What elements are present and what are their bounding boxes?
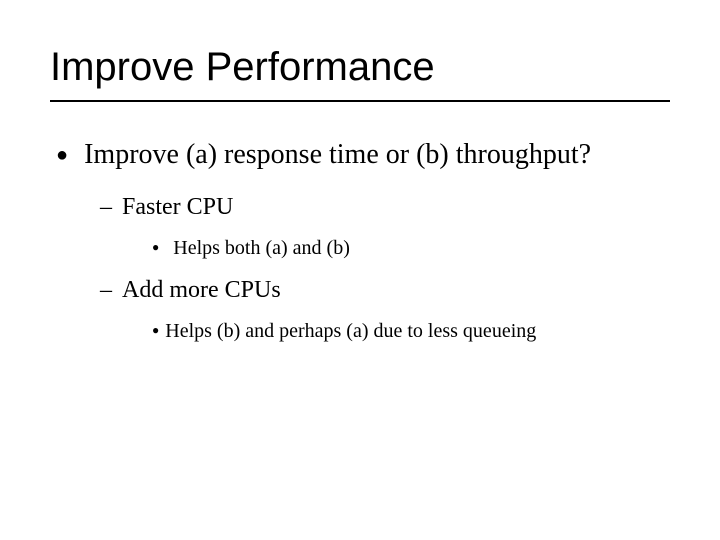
dot-bullet-icon: ●: [152, 240, 159, 256]
title-underline: [50, 100, 670, 102]
slide-title: Improve Performance: [50, 45, 670, 90]
dash-bullet-icon: –: [100, 275, 112, 306]
bullet-level2: – Add more CPUs: [100, 275, 670, 306]
disc-bullet-icon: ●: [56, 143, 68, 168]
bullet-level3: ● Helps (b) and perhaps (a) due to less …: [152, 318, 670, 344]
dash-bullet-icon: –: [100, 192, 112, 223]
bullet-level1: ● Improve (a) response time or (b) throu…: [56, 137, 670, 172]
bullet-level3-text: Helps (b) and perhaps (a) due to less qu…: [165, 318, 536, 344]
bullet-level2: – Faster CPU: [100, 192, 670, 223]
bullet-level2-text: Faster CPU: [122, 192, 233, 223]
bullet-level2-text: Add more CPUs: [122, 275, 281, 306]
bullet-level3-text: Helps both (a) and (b): [173, 235, 350, 261]
dot-bullet-icon: ●: [152, 323, 159, 339]
bullet-level1-text: Improve (a) response time or (b) through…: [84, 137, 591, 172]
bullet-level3: ● Helps both (a) and (b): [152, 235, 670, 261]
